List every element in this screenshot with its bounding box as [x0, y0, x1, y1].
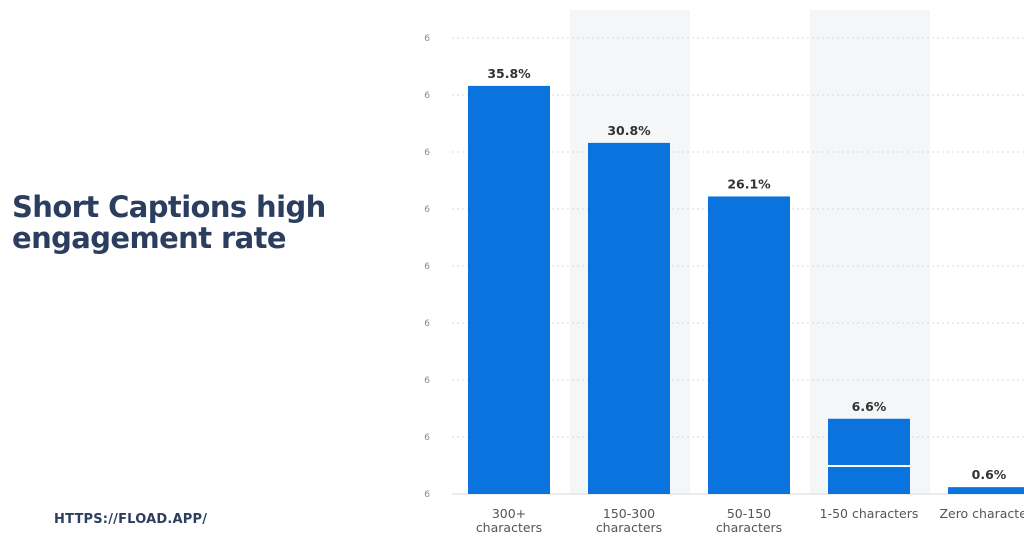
- y-tick-label: 6: [424, 34, 430, 44]
- x-tick-label: 150-300: [603, 506, 655, 521]
- bar: [828, 418, 910, 494]
- y-tick-label: 6: [424, 433, 430, 443]
- y-tick-label: 6: [424, 376, 430, 386]
- bar: [708, 196, 790, 494]
- x-tick-label: characters: [596, 520, 662, 535]
- x-tick-label: 1-50 characters: [820, 506, 919, 521]
- x-tick-label: 50-150: [727, 506, 771, 521]
- headline: Short Captions high engagement rate: [12, 192, 382, 254]
- y-tick-label: 6: [424, 148, 430, 158]
- x-tick-label: Zero characters: [939, 506, 1024, 521]
- x-tick-label: 300+: [492, 506, 526, 521]
- headline-line-2: engagement rate: [12, 221, 287, 255]
- source-url: HTTPS://FLOAD.APP/: [54, 512, 208, 527]
- y-tick-label: 6: [424, 91, 430, 101]
- bar: [588, 142, 670, 494]
- y-tick-label: 6: [424, 319, 430, 329]
- x-tick-label: characters: [476, 520, 542, 535]
- bar-data-label: 30.8%: [607, 123, 651, 138]
- y-tick-label: 6: [424, 205, 430, 215]
- bar-data-label: 6.6%: [852, 399, 887, 414]
- headline-line-1: Short Captions high: [12, 190, 326, 224]
- background-band: [810, 10, 930, 494]
- bar-data-label: 26.1%: [727, 176, 771, 191]
- bar: [948, 487, 1024, 494]
- x-tick-label: characters: [716, 520, 782, 535]
- bar-data-label: 0.6%: [972, 467, 1007, 482]
- y-tick-label: 6: [424, 490, 430, 500]
- y-tick-label: 6: [424, 262, 430, 272]
- bar: [468, 85, 550, 494]
- bar-data-label: 35.8%: [487, 66, 531, 81]
